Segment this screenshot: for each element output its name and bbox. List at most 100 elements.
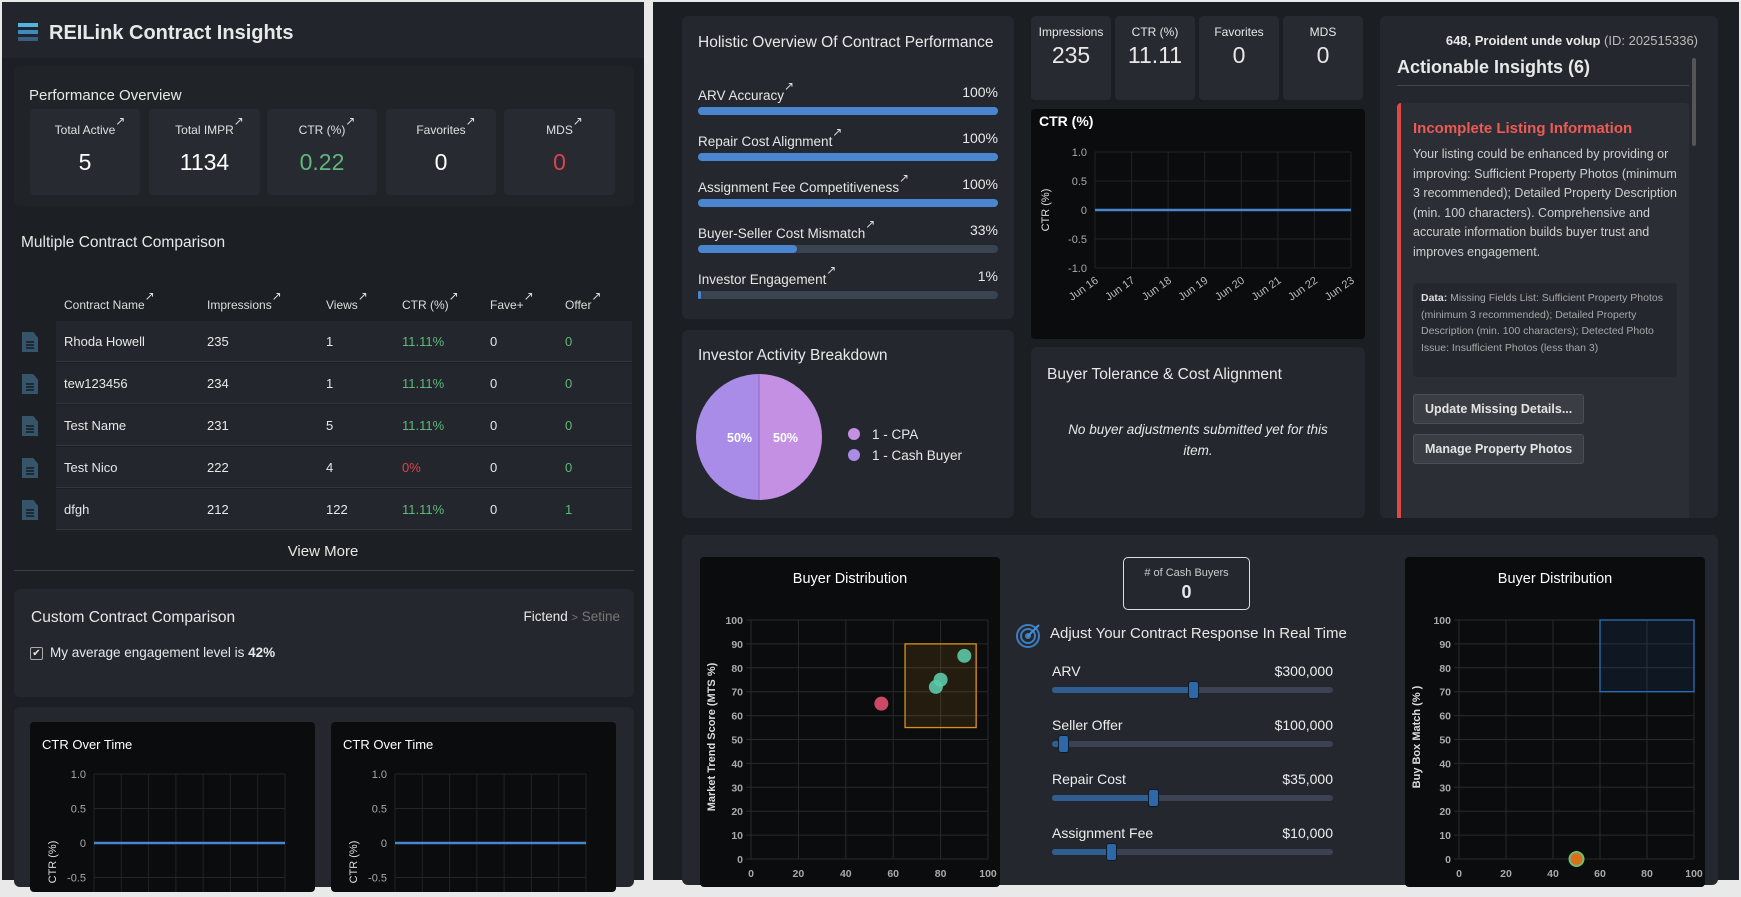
slider-handle[interactable]: [1106, 843, 1117, 861]
listing-stat[interactable]: MDS 0: [1283, 16, 1363, 100]
column-header[interactable]: Offer ↗: [565, 289, 602, 312]
column-header[interactable]: Fave+ ↗: [490, 289, 534, 312]
chart-title: CTR Over Time: [42, 737, 132, 752]
cell-views: 122: [326, 502, 348, 517]
metric-value: 33%: [969, 222, 998, 238]
expand-arrow-icon[interactable]: ↗: [826, 263, 837, 277]
expand-arrow-icon[interactable]: ↗: [233, 114, 244, 128]
expand-arrow-icon[interactable]: ↗: [899, 171, 910, 185]
expand-arrow-icon[interactable]: ↗: [465, 114, 476, 128]
metric-label[interactable]: Assignment Fee Competitiveness ↗: [698, 171, 910, 195]
column-header[interactable]: Impressions ↗: [207, 289, 282, 312]
cell-fave: 0: [490, 418, 498, 433]
cell-views: 1: [326, 334, 334, 349]
repair-cost-slider[interactable]: [1052, 789, 1333, 807]
update-missing-details-button[interactable]: Update Missing Details...: [1413, 394, 1585, 424]
data-text: Missing Fields List: Sufficient Property…: [1421, 292, 1663, 354]
table-row[interactable]: Test Nico 222 4 0% 0 0: [56, 447, 632, 488]
breadcrumb-item[interactable]: Setine: [581, 609, 620, 624]
pie-slice-cash-buyer[interactable]: [696, 374, 759, 500]
stat-favorites[interactable]: Favorites ↗ 0: [386, 109, 496, 195]
slider-handle[interactable]: [1148, 789, 1160, 807]
y-axis-label: CTR (%): [348, 841, 360, 884]
engagement-checkbox[interactable]: ✔: [30, 647, 43, 660]
insights-title: Actionable Insights (6): [1397, 57, 1591, 77]
column-header[interactable]: CTR (%) ↗: [402, 289, 459, 312]
y-tick-label: 1.0: [71, 769, 86, 781]
listing-stat-label: MDS: [1309, 25, 1337, 39]
expand-arrow-icon[interactable]: ↗: [783, 79, 795, 93]
table-row[interactable]: Rhoda Howell 235 1 11.11% 0 0: [56, 321, 632, 362]
sort-arrow-icon[interactable]: ↗: [144, 289, 155, 303]
sort-arrow-icon[interactable]: ↗: [591, 289, 602, 303]
sort-arrow-icon[interactable]: ↗: [448, 289, 459, 303]
cell-fave: 0: [490, 376, 498, 391]
slider-handle[interactable]: [1058, 735, 1070, 753]
seller-offer-slider[interactable]: [1052, 735, 1333, 753]
expand-arrow-icon[interactable]: ↗: [345, 114, 356, 128]
manage-property-photos-button[interactable]: Manage Property Photos: [1413, 434, 1585, 464]
y-axis-label: CTR (%): [1040, 189, 1052, 232]
legend-item[interactable]: 1 - Cash Buyer: [848, 445, 962, 466]
metric-label[interactable]: Investor Engagement ↗: [698, 263, 837, 287]
pie-slice-cpa[interactable]: [759, 374, 822, 500]
hamburger-icon[interactable]: [18, 23, 38, 41]
sort-arrow-icon[interactable]: ↗: [271, 289, 282, 303]
column-header[interactable]: Contract Name ↗: [64, 289, 155, 312]
actionable-insights-panel: 648, Proident unde volup (ID: 202515336)…: [1380, 16, 1718, 518]
investor-title: Investor Activity Breakdown: [698, 347, 888, 364]
expand-arrow-icon[interactable]: ↗: [115, 114, 126, 128]
engagement-value: 42%: [248, 645, 276, 660]
expand-arrow-icon[interactable]: ↗: [572, 114, 583, 128]
metric-label[interactable]: Buyer-Seller Cost Mismatch ↗: [698, 217, 876, 241]
breadcrumb-separator: >: [571, 612, 578, 624]
insights-scrollbar[interactable]: [1692, 58, 1696, 146]
expand-arrow-icon[interactable]: ↗: [832, 125, 843, 139]
table-row[interactable]: dfgh 212 122 11.11% 0 1: [56, 489, 632, 530]
breadcrumb-item[interactable]: Fictend: [523, 609, 568, 624]
assignment-fee-slider[interactable]: [1052, 843, 1333, 861]
metric-label[interactable]: Repair Cost Alignment ↗: [698, 125, 843, 149]
legend-item[interactable]: 1 - CPA: [848, 424, 962, 445]
document-icon: [22, 500, 38, 520]
metric-label[interactable]: ARV Accuracy ↗: [698, 79, 795, 103]
y-tick-label: 80: [731, 663, 743, 675]
listing-stat[interactable]: Favorites 0: [1199, 16, 1279, 100]
y-tick-label: -0.5: [368, 873, 387, 885]
buyer-point[interactable]: [957, 648, 972, 663]
listing-stat[interactable]: Impressions 235: [1031, 16, 1111, 100]
breadcrumb: Fictend > Setine: [523, 609, 620, 624]
listing-stat-label: CTR (%): [1131, 25, 1179, 39]
stat-total-impr[interactable]: Total IMPR ↗ 1134: [149, 109, 260, 195]
table-row[interactable]: tew123456 234 1 11.11% 0 0: [56, 363, 632, 404]
listing-stat-label: Favorites: [1214, 25, 1264, 39]
document-icon: [22, 332, 38, 352]
buyer-point[interactable]: [874, 696, 889, 711]
x-tick-label: 20: [1500, 868, 1512, 880]
data-label: Data:: [1421, 292, 1448, 304]
sort-arrow-icon[interactable]: ↗: [357, 289, 368, 303]
buyer-point[interactable]: [1568, 851, 1585, 867]
metric-value: 100%: [962, 176, 998, 192]
sort-arrow-icon[interactable]: ↗: [523, 289, 534, 303]
x-tick-label: Jun 17: [1103, 275, 1137, 304]
expand-arrow-icon[interactable]: ↗: [865, 217, 876, 231]
arv-slider[interactable]: [1052, 681, 1333, 699]
stat-mds[interactable]: MDS ↗ 0: [504, 109, 615, 195]
document-icon: [22, 374, 38, 394]
listing-stat[interactable]: CTR (%) 11.11: [1115, 16, 1195, 100]
insight-data-box: Data: Missing Fields List: Sufficient Pr…: [1413, 283, 1677, 377]
pie-legend: 1 - CPA 1 - Cash Buyer: [848, 424, 962, 466]
buyer-point[interactable]: [933, 672, 948, 687]
metric-progress-bar: [698, 107, 998, 115]
stat-total-active[interactable]: Total Active ↗ 5: [30, 109, 140, 195]
metric-progress-bar: [698, 199, 998, 207]
table-row[interactable]: Test Name 231 5 11.11% 0 0: [56, 405, 632, 446]
y-tick-label: 40: [1439, 758, 1451, 770]
stat-ctr-[interactable]: CTR (%) ↗ 0.22: [267, 109, 377, 195]
slider-handle[interactable]: [1187, 681, 1199, 699]
column-header[interactable]: Views ↗: [326, 289, 368, 312]
view-more-button[interactable]: View More: [287, 543, 359, 560]
y-tick-label: 1.0: [372, 769, 387, 781]
listing-stat-value: 11.11: [1127, 42, 1183, 68]
